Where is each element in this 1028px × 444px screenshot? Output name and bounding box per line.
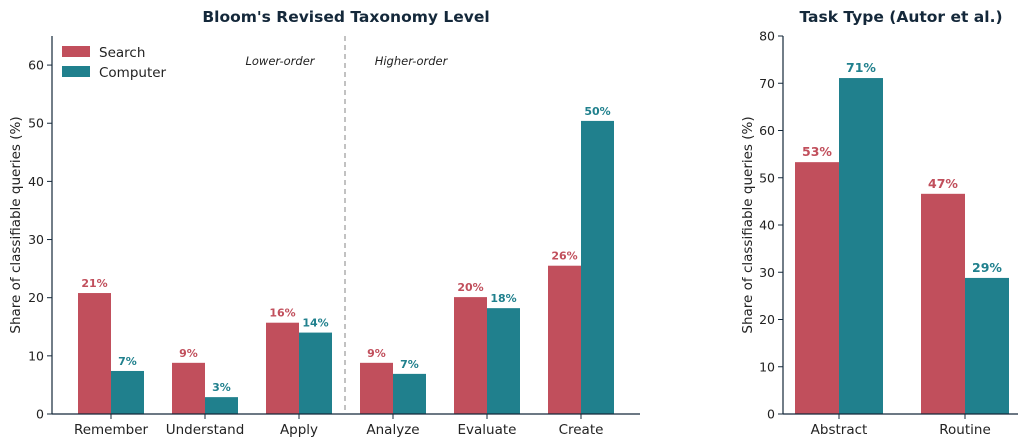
legend-label-search: Search: [99, 45, 145, 61]
x-tick-label: Evaluate: [458, 422, 517, 438]
bloom-chart: Bloom's Revised Taxonomy Level Share of …: [8, 8, 640, 438]
bloom-chart-title: Bloom's Revised Taxonomy Level: [202, 8, 489, 26]
data-label: 3%: [212, 381, 231, 394]
y-tick-label: 60: [28, 58, 44, 73]
data-label: 29%: [972, 260, 1002, 275]
y-tick-label: 50: [28, 116, 44, 131]
lower-order-label: Lower-order: [245, 54, 315, 68]
bar-computer-abstract: [839, 78, 883, 415]
bar-computer-create: [581, 120, 614, 415]
data-label: 53%: [802, 144, 832, 159]
y-tick-label: 30: [759, 265, 775, 280]
higher-order-label: Higher-order: [375, 54, 449, 68]
data-label: 71%: [846, 60, 876, 75]
data-label: 21%: [81, 277, 107, 290]
bar-search-routine: [921, 193, 965, 414]
y-tick-label: 10: [759, 359, 775, 374]
y-tick-label: 30: [28, 232, 44, 247]
bar-search-abstract: [795, 162, 839, 414]
data-label: 14%: [302, 317, 328, 330]
bar-computer-understand: [205, 397, 238, 414]
data-label: 18%: [490, 292, 516, 305]
legend-label-computer: Computer: [99, 65, 167, 81]
bar-computer-remember: [111, 370, 144, 414]
bar-search-apply: [266, 322, 299, 414]
bar-computer-analyze: [393, 373, 426, 414]
x-tick-label: Understand: [166, 422, 245, 438]
x-tick-label: Remember: [74, 422, 149, 438]
bar-search-remember: [78, 293, 111, 414]
y-tick-label: 40: [759, 218, 775, 233]
data-label: 20%: [457, 281, 483, 294]
y-tick-label: 0: [767, 407, 775, 422]
data-label: 26%: [551, 250, 577, 263]
data-label: 7%: [118, 355, 137, 368]
y-tick-label: 20: [759, 312, 775, 327]
bar-search-understand: [172, 362, 205, 414]
task-type-chart-title: Task Type (Autor et al.): [799, 8, 1002, 26]
legend: Search Computer: [62, 45, 167, 81]
bar-search-analyze: [360, 362, 393, 414]
bar-search-create: [548, 265, 581, 414]
data-label: 47%: [928, 176, 958, 191]
bar-computer-apply: [299, 332, 332, 414]
y-tick-label: 40: [28, 174, 44, 189]
bar-computer-evaluate: [487, 308, 520, 414]
data-label: 9%: [367, 347, 386, 360]
y-tick-label: 20: [28, 290, 44, 305]
x-tick-label: Apply: [280, 422, 318, 438]
y-tick-label: 50: [759, 170, 775, 185]
legend-swatch-search: [62, 46, 90, 57]
x-tick-label: Routine: [939, 422, 991, 438]
task-type-chart: Task Type (Autor et al.) Share of classi…: [740, 8, 1018, 438]
data-label: 9%: [179, 347, 198, 360]
y-tick-label: 60: [759, 123, 775, 138]
bar-search-evaluate: [454, 297, 487, 414]
x-tick-label: Abstract: [811, 422, 868, 438]
x-tick-label: Create: [559, 422, 604, 438]
bloom-chart-ylabel: Share of classifiable queries (%): [8, 116, 24, 333]
y-tick-label: 0: [36, 407, 44, 422]
task-type-chart-ylabel: Share of classifiable queries (%): [740, 116, 756, 333]
data-label: 16%: [269, 307, 295, 320]
y-tick-label: 70: [759, 76, 775, 91]
y-tick-label: 10: [28, 348, 44, 363]
data-label: 7%: [400, 358, 419, 371]
data-label: 50%: [584, 105, 610, 118]
x-tick-label: Analyze: [366, 422, 419, 438]
bar-computer-routine: [965, 277, 1009, 414]
legend-swatch-computer: [62, 66, 90, 77]
y-tick-label: 80: [759, 29, 775, 44]
